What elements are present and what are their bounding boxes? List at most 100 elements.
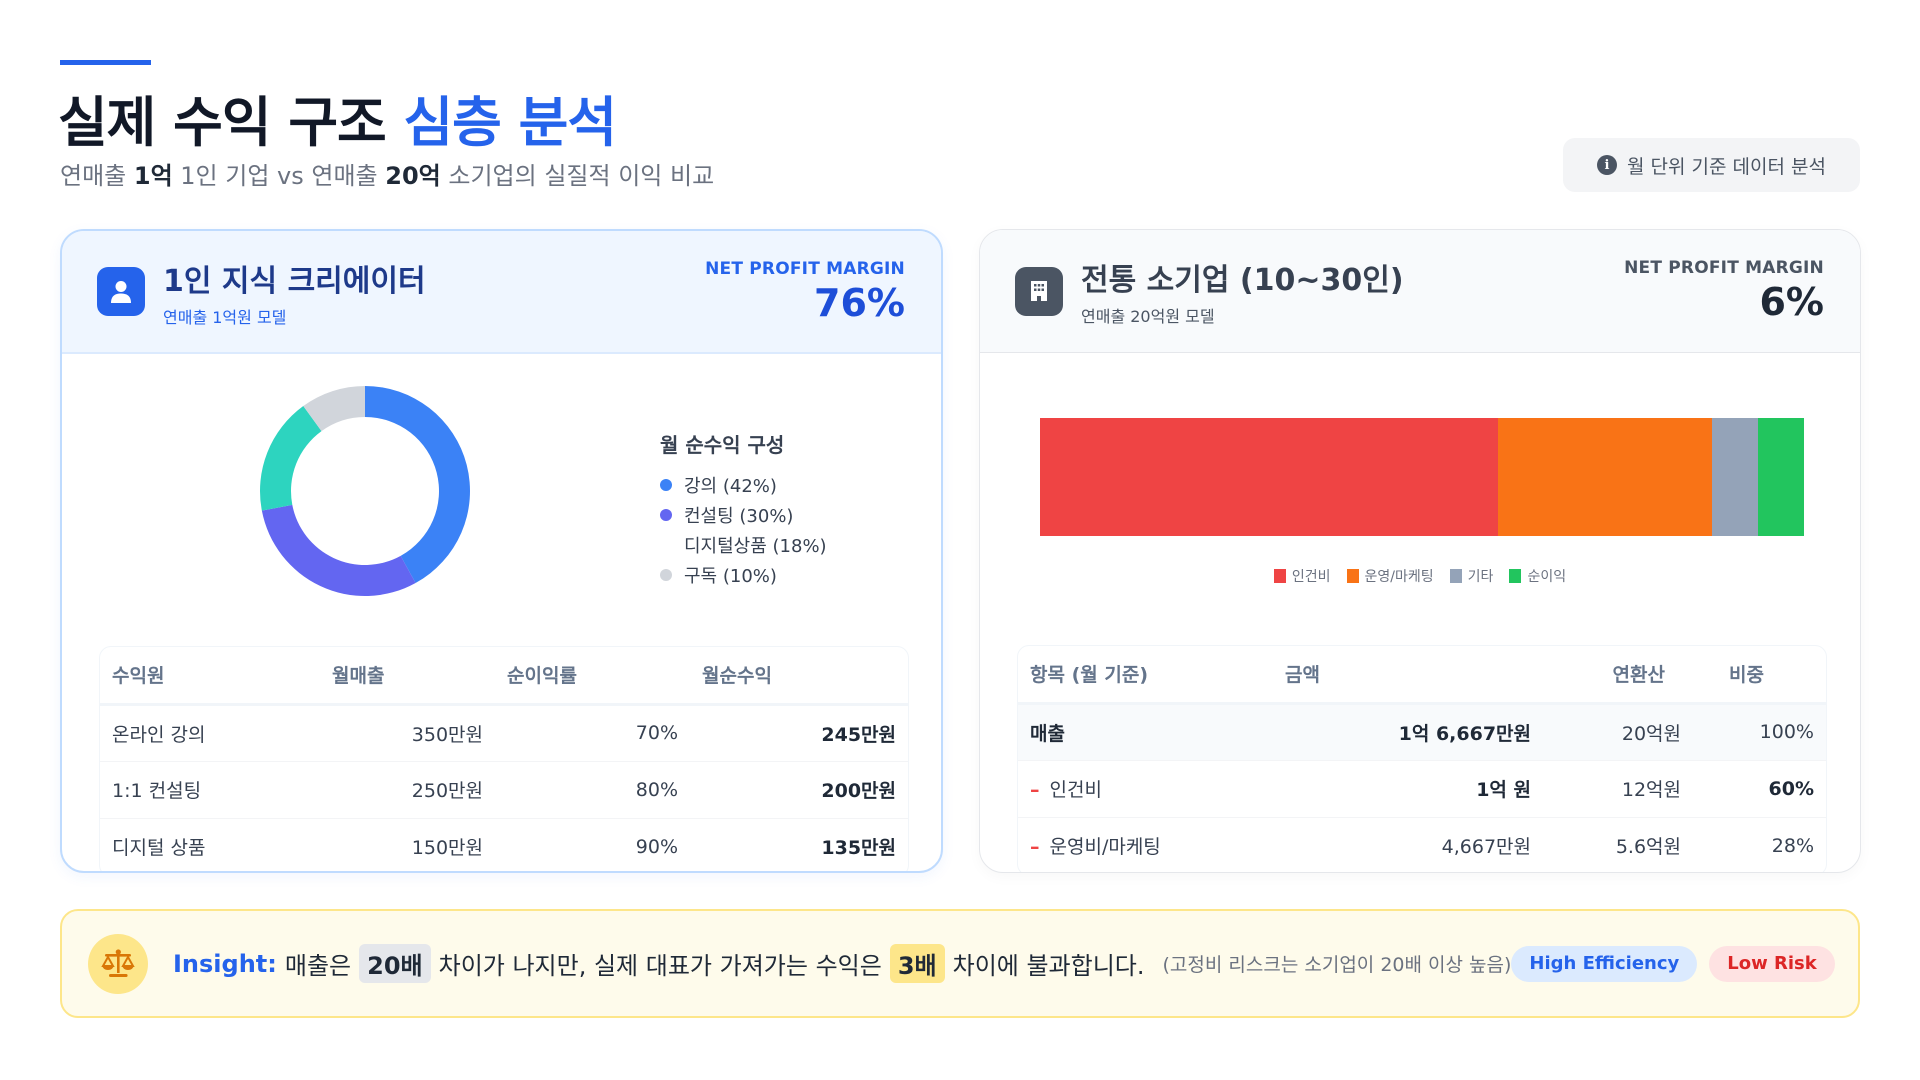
legend-title: 월 순수익 구성: [660, 433, 785, 457]
column-header: 월매출: [320, 647, 495, 706]
card-header: 1인 지식 크리에이터 연매출 1억원 모델 NET PROFIT MARGIN…: [62, 231, 941, 354]
cell-annual: 20억원: [1543, 703, 1693, 761]
insight-label: Insight:: [173, 949, 277, 978]
table-header-row: 항목 (월 기준) 금액 연환산 비중: [1018, 646, 1826, 705]
legend-item: 운영/마케팅: [1346, 566, 1434, 586]
cell-amount: 4,667만원: [1273, 817, 1543, 872]
cell-share: 28%: [1693, 817, 1826, 872]
net-profit-margin-value: 6%: [1759, 280, 1824, 324]
legend-swatch-icon: [1273, 569, 1286, 583]
cell-source: 온라인 강의: [100, 704, 320, 762]
minus-icon: –: [1030, 836, 1040, 858]
solo-creator-card: 1인 지식 크리에이터 연매출 1억원 모델 NET PROFIT MARGIN…: [60, 229, 943, 873]
legend-item: 인건비: [1273, 566, 1331, 586]
legend-item: 컨설팅 (30%): [660, 500, 827, 530]
card-subtitle: 연매출 1억원 모델: [163, 307, 287, 327]
cell-annual: 5.6억원: [1543, 817, 1693, 872]
legend-label: 순이익: [1527, 569, 1567, 585]
legend-dot-icon: [660, 479, 672, 491]
insight-text-part: 차이가 나지만, 실제 대표가 가져가는 수익은: [438, 952, 882, 980]
table-row: 온라인 강의 350만원 70% 245만원: [100, 704, 908, 762]
page-subtitle: 연매출 1억 1인 기업 vs 연매출 20억 소기업의 실질적 이익 비교: [60, 156, 714, 191]
cell-item: – 인건비: [1018, 760, 1273, 818]
legend-item: 디지털상품 (18%): [660, 530, 827, 560]
table-row: – 운영비/마케팅 4,667만원 5.6억원 28%: [1018, 817, 1826, 872]
cell-amount: 1억 6,667만원: [1273, 703, 1543, 761]
insight-text-part: 매출은: [284, 952, 352, 980]
cell-monthly-revenue: 150만원: [320, 818, 495, 871]
bar-segment: [1498, 418, 1713, 536]
user-icon: [97, 267, 145, 316]
metric-label: NET PROFIT MARGIN: [705, 258, 905, 279]
cell-item: 매출: [1018, 703, 1273, 761]
net-profit-margin-value: 76%: [814, 280, 905, 325]
subtitle-text: 1인 기업 vs 연매출: [172, 162, 386, 190]
legend-label: 강의 (42%): [684, 476, 777, 497]
cell-monthly-revenue: 250만원: [320, 761, 495, 819]
cell-monthly-revenue: 350만원: [320, 704, 495, 762]
metric-label: NET PROFIT MARGIN: [1624, 258, 1824, 278]
column-header: 비중: [1693, 646, 1826, 705]
legend-dot-icon: [660, 569, 672, 581]
info-badge: i 월 단위 기준 데이터 분석: [1563, 138, 1860, 192]
building-icon: [1015, 266, 1063, 316]
insight-text-part: 차이에 불과합니다.: [952, 952, 1145, 980]
profit-multiple-chip: 3배: [889, 944, 945, 983]
card-title: 1인 지식 크리에이터: [163, 263, 426, 299]
cell-item: – 운영비/마케팅: [1018, 817, 1273, 872]
card-title: 전통 소기업 (10~30인): [1081, 263, 1404, 298]
scale-icon: [88, 933, 148, 994]
page-title-highlight: 심층 분석: [403, 91, 617, 154]
cell-source: 1:1 컨설팅: [100, 761, 320, 819]
small-business-card: 전통 소기업 (10~30인) 연매출 20억원 모델 NET PROFIT M…: [979, 229, 1861, 873]
subtitle-text: 소기업의 실질적 이익 비교: [440, 162, 715, 190]
column-header: 수익원: [100, 647, 320, 706]
stacked-bar-legend: 인건비 운영/마케팅 기타 순이익: [980, 566, 1860, 586]
legend-item: 순이익: [1509, 566, 1566, 586]
card-subtitle: 연매출 20억원 모델: [1081, 307, 1215, 326]
bar-segment: [1040, 418, 1499, 536]
subtitle-text: 연매출: [60, 162, 134, 190]
column-header: 연환산: [1543, 646, 1693, 705]
cost-breakdown-table: 항목 (월 기준) 금액 연환산 비중 매출 1억 6,667만원 20억원 1…: [1017, 645, 1827, 872]
info-badge-label: 월 단위 기준 데이터 분석: [1627, 155, 1826, 178]
column-header: 금액: [1273, 646, 1543, 705]
insight-text: Insight: 매출은 20배 차이가 나지만, 실제 대표가 가져가는 수익…: [173, 944, 1511, 983]
cell-item-label: 인건비: [1049, 779, 1102, 801]
legend-label: 인건비: [1291, 569, 1331, 585]
cell-annual: 12억원: [1543, 760, 1693, 818]
legend-swatch-icon: [1449, 569, 1462, 583]
low-risk-badge: Low Risk: [1709, 945, 1835, 982]
cell-margin: 80%: [495, 761, 690, 819]
legend-swatch-icon: [1509, 569, 1522, 583]
page-title: 실제 수익 구조 심층 분석: [58, 78, 617, 157]
donut-segment: [261, 504, 416, 596]
table-row: – 인건비 1억 원 12억원 60%: [1018, 760, 1826, 818]
cell-item-label: 운영비/마케팅: [1049, 836, 1161, 858]
cell-net-profit: 245만원: [690, 704, 908, 762]
legend-swatch-icon: [1346, 569, 1359, 583]
cell-amount: 1억 원: [1273, 760, 1543, 818]
legend-label: 컨설팅 (30%): [684, 506, 794, 527]
legend-label: 구독 (10%): [684, 566, 777, 587]
legend-item: 기타: [1449, 566, 1493, 586]
cell-margin: 90%: [495, 818, 690, 871]
revenue-source-table: 수익원 월매출 순이익률 월순수익 온라인 강의 350만원 70% 245만원…: [99, 646, 909, 871]
card-header: 전통 소기업 (10~30인) 연매출 20억원 모델 NET PROFIT M…: [980, 230, 1860, 353]
column-header: 항목 (월 기준): [1018, 646, 1273, 705]
legend-dot-icon: [660, 509, 672, 521]
table-row-revenue: 매출 1억 6,667만원 20억원 100%: [1018, 703, 1826, 761]
donut-legend: 월 순수익 구성 강의 (42%) 컨설팅 (30%) 디지털상품 (18%) …: [660, 429, 827, 590]
donut-segment: [303, 386, 365, 432]
donut-segment: [365, 386, 471, 584]
subtitle-bold-1: 1억: [133, 162, 173, 190]
revenue-multiple-chip: 20배: [359, 944, 431, 983]
bar-segment: [1758, 418, 1804, 536]
subtitle-bold-2: 20억: [385, 162, 441, 190]
legend-item: 구독 (10%): [660, 560, 827, 590]
cell-net-profit: 135만원: [690, 818, 908, 871]
page-title-main: 실제 수익 구조: [58, 91, 404, 154]
legend-dot-icon: [660, 539, 672, 551]
title-accent-bar: [60, 60, 151, 65]
insight-banner: Insight: 매출은 20배 차이가 나지만, 실제 대표가 가져가는 수익…: [60, 909, 1860, 1018]
